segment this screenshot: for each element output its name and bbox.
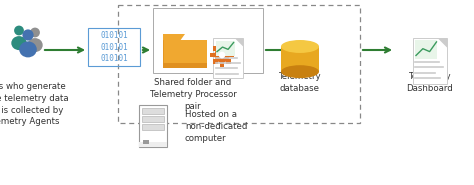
FancyBboxPatch shape (219, 43, 225, 48)
Circle shape (14, 26, 24, 35)
Circle shape (22, 29, 34, 41)
FancyBboxPatch shape (213, 46, 218, 51)
FancyBboxPatch shape (213, 38, 243, 78)
FancyBboxPatch shape (219, 62, 225, 67)
Ellipse shape (11, 36, 27, 50)
FancyBboxPatch shape (143, 140, 149, 144)
FancyBboxPatch shape (142, 116, 164, 122)
Ellipse shape (281, 40, 319, 53)
FancyBboxPatch shape (229, 53, 234, 58)
Polygon shape (438, 38, 447, 48)
FancyBboxPatch shape (226, 46, 231, 51)
FancyBboxPatch shape (139, 105, 167, 147)
Text: Hosted on a
non-dedicated
computer: Hosted on a non-dedicated computer (185, 110, 247, 143)
Text: Telemetry
Dashboard: Telemetry Dashboard (407, 72, 453, 93)
Ellipse shape (281, 65, 319, 78)
Circle shape (214, 47, 230, 63)
Text: 010101
010101
010101: 010101 010101 010101 (100, 31, 128, 63)
Circle shape (219, 52, 225, 58)
Text: Telemetry
database: Telemetry database (279, 72, 321, 93)
FancyBboxPatch shape (142, 108, 164, 114)
FancyBboxPatch shape (163, 40, 207, 67)
FancyBboxPatch shape (415, 40, 438, 59)
Ellipse shape (27, 38, 43, 52)
FancyBboxPatch shape (142, 124, 164, 130)
FancyBboxPatch shape (413, 38, 447, 84)
FancyBboxPatch shape (281, 46, 319, 72)
Circle shape (30, 28, 40, 37)
Ellipse shape (281, 54, 319, 67)
FancyBboxPatch shape (210, 53, 215, 58)
Text: Users who generate
Office telemetry data
that is collected by
Telemetry Agents: Users who generate Office telemetry data… (0, 82, 68, 126)
FancyBboxPatch shape (216, 41, 235, 56)
Polygon shape (235, 38, 243, 46)
Polygon shape (163, 34, 185, 40)
FancyBboxPatch shape (139, 142, 167, 147)
FancyBboxPatch shape (163, 63, 207, 68)
Text: Shared folder and
Telemetry Processor
pair: Shared folder and Telemetry Processor pa… (150, 78, 237, 111)
FancyBboxPatch shape (213, 59, 218, 64)
FancyBboxPatch shape (226, 59, 231, 64)
Ellipse shape (19, 41, 37, 57)
